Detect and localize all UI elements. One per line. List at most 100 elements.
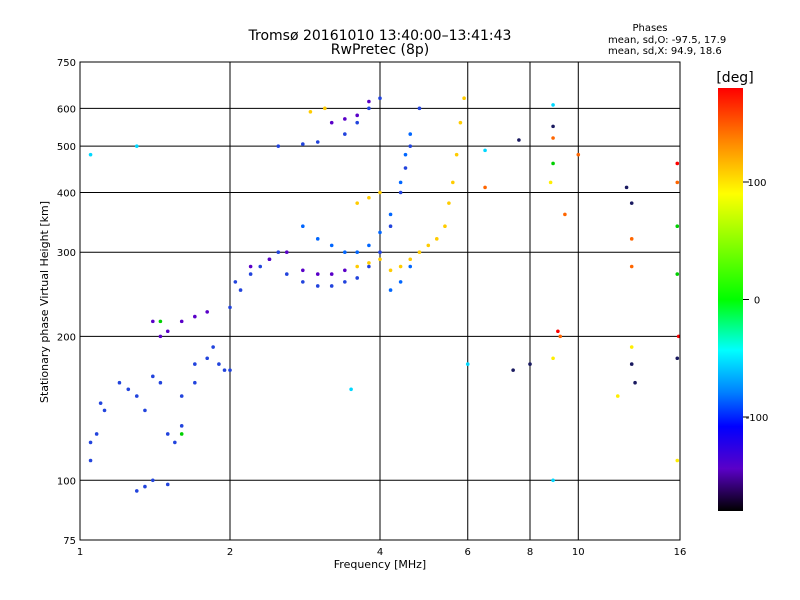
data-point xyxy=(179,394,184,398)
data-point xyxy=(675,161,680,166)
data-point xyxy=(408,257,413,262)
data-point xyxy=(629,362,634,366)
data-point xyxy=(211,345,215,349)
data-point xyxy=(367,99,371,104)
data-point xyxy=(417,250,422,255)
data-point xyxy=(443,224,447,229)
data-point xyxy=(398,264,403,269)
data-point xyxy=(228,368,232,372)
data-point xyxy=(378,190,382,195)
data-point xyxy=(173,440,177,445)
data-point xyxy=(454,152,459,157)
data-point xyxy=(233,280,238,284)
data-point xyxy=(315,272,320,276)
data-point xyxy=(426,243,431,248)
data-points xyxy=(88,96,681,493)
data-point xyxy=(408,144,413,148)
data-point xyxy=(88,152,93,157)
phases-line-x: mean, sd,X: 94.9, 18.6 xyxy=(608,46,722,57)
data-point xyxy=(378,250,382,255)
data-point xyxy=(267,257,272,262)
data-point xyxy=(158,319,163,324)
data-point xyxy=(398,190,403,195)
data-point xyxy=(378,257,382,262)
colorbar-tick-label: 100 xyxy=(747,178,766,189)
data-point xyxy=(193,314,197,319)
data-point xyxy=(398,180,403,185)
data-point xyxy=(276,144,281,148)
data-point xyxy=(511,368,515,372)
data-point xyxy=(551,124,555,129)
data-point xyxy=(158,334,163,339)
data-point xyxy=(301,268,305,273)
y-tick-label: 400 xyxy=(57,188,76,199)
data-point xyxy=(151,478,155,483)
data-point xyxy=(301,280,305,284)
data-point xyxy=(151,374,155,379)
data-point xyxy=(98,401,103,405)
colorbar-label: [deg] xyxy=(716,70,753,86)
data-point xyxy=(329,120,334,125)
data-point xyxy=(301,224,305,229)
data-point xyxy=(94,432,99,436)
data-point xyxy=(367,106,371,111)
data-point xyxy=(517,138,521,142)
data-point xyxy=(205,310,209,314)
data-point xyxy=(558,334,563,339)
data-point xyxy=(248,272,253,276)
data-point xyxy=(462,96,466,100)
data-point xyxy=(551,161,555,166)
data-point xyxy=(349,387,353,392)
data-point xyxy=(143,408,147,413)
data-point xyxy=(222,368,227,372)
data-point xyxy=(143,484,147,489)
data-point xyxy=(675,356,680,361)
data-point xyxy=(378,96,382,100)
data-point xyxy=(151,319,155,324)
data-point xyxy=(165,482,170,487)
data-point xyxy=(675,180,680,185)
data-point xyxy=(403,166,408,170)
y-axis-label: Stationary phase Virtual Height [km] xyxy=(38,201,51,403)
data-point xyxy=(551,136,555,140)
data-point xyxy=(217,362,221,366)
data-point xyxy=(556,329,560,334)
x-tick-label: 16 xyxy=(674,547,687,558)
data-point xyxy=(388,224,393,229)
data-point xyxy=(117,380,122,385)
data-point xyxy=(629,345,634,349)
data-point xyxy=(343,250,347,255)
data-point xyxy=(329,272,334,276)
data-point xyxy=(355,250,359,255)
data-point xyxy=(134,144,139,148)
chart-subtitle: RwPretec (8p) xyxy=(331,42,429,58)
data-point xyxy=(238,288,243,292)
data-point xyxy=(343,268,347,273)
data-point xyxy=(329,284,334,288)
data-point xyxy=(179,424,184,428)
data-point xyxy=(551,478,555,483)
y-tick-label: 500 xyxy=(57,142,76,153)
data-point xyxy=(551,356,555,361)
data-point xyxy=(179,319,184,324)
data-point xyxy=(165,432,170,436)
chart-title: Tromsø 20161010 13:40:00–13:41:43 xyxy=(248,28,512,44)
data-point xyxy=(276,250,281,255)
data-point xyxy=(315,237,320,241)
data-point xyxy=(551,103,555,107)
data-point xyxy=(134,489,139,493)
data-point xyxy=(248,264,253,269)
x-axis-ticks: 1 2 4 6 8 10 16 xyxy=(77,547,687,558)
data-point xyxy=(343,117,347,121)
grid-lines xyxy=(79,61,681,541)
data-point xyxy=(193,362,197,366)
data-point xyxy=(629,237,634,241)
data-point xyxy=(329,243,334,248)
data-point xyxy=(301,142,305,146)
data-point xyxy=(343,132,347,136)
data-point xyxy=(624,185,629,190)
data-point xyxy=(629,201,634,205)
data-point xyxy=(417,106,422,111)
y-tick-label: 200 xyxy=(57,332,76,343)
